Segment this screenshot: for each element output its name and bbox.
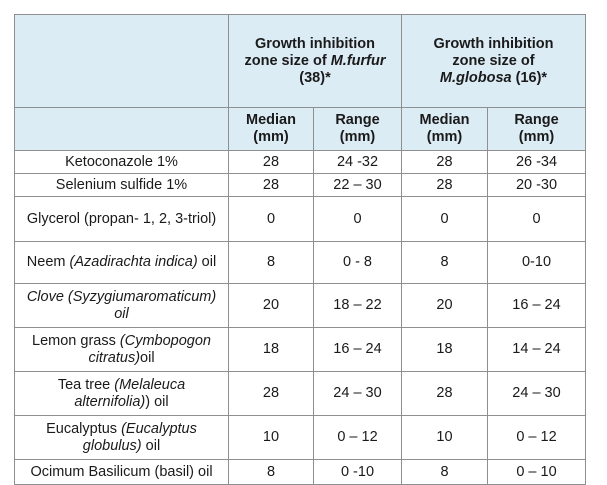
agent-cell: Ocimum Basilicum (basil) oil [14,459,229,485]
mf-range-cell: 16 – 24 [313,327,402,372]
mf-range-cell: 22 – 30 [313,173,402,197]
mg-range-cell: 24 – 30 [487,371,586,416]
mf-range-cell: 18 – 22 [313,283,402,328]
mg-median-cell: 18 [401,327,488,372]
mf-range-cell: 0 -10 [313,459,402,485]
header-row-subcolumns: Median (mm) Range (mm) Median (mm) Range (mm… [14,107,586,151]
mf-range-cell: 24 – 30 [313,371,402,416]
header-m-globosa-species: M.globosa [439,69,512,86]
agent-cell: Eucalyptus (Eucalyptus globulus) oil [14,415,229,460]
header-mg-range: Range (mm) [487,107,586,151]
header-mf-range: Range (mm) [313,107,402,151]
header-m-globosa: Growth inhibition zone size of M.globosa… [401,14,586,108]
header-corner-cell [14,14,229,108]
header-m-globosa-line1: Growth inhibition [433,35,554,52]
mf-range-cell: 24 -32 [313,150,402,174]
mf-range-cell: 0 – 12 [313,415,402,460]
table-row: Eucalyptus (Eucalyptus globulus) oil 10 … [14,415,586,460]
agent-cell: Clove (Syzygiumaromaticum) oil [14,283,229,328]
table-row: Neem (Azadirachta indica) oil 8 0 - 8 8 … [14,241,586,284]
mg-median-cell: 28 [401,173,488,197]
header-mf-median: Median (mm) [228,107,314,151]
mf-range-cell: 0 - 8 [313,241,402,284]
mg-range-cell: 20 -30 [487,173,586,197]
agent-cell: Neem (Azadirachta indica) oil [14,241,229,284]
mf-median-cell: 8 [228,241,314,284]
mg-median-cell: 20 [401,283,488,328]
mg-median-cell: 0 [401,196,488,242]
mf-median-cell: 0 [228,196,314,242]
agent-cell: Glycerol (propan- 1, 2, 3-triol) [14,196,229,242]
agent-cell: Ketoconazole 1% [14,150,229,174]
mg-range-cell: 0 – 12 [487,415,586,460]
header-m-furfur-line1: Growth inhibition [254,35,375,52]
table-wrapper: Growth inhibition zone size of M.furfur … [14,14,586,485]
header-m-furfur-line3: (38)* [299,69,331,86]
mf-median-cell: 28 [228,371,314,416]
header-subcorner-cell [14,107,229,151]
mg-range-cell: 0 – 10 [487,459,586,485]
table-row: Tea tree (Melaleuca alternifolia)) oil 2… [14,371,586,416]
header-m-furfur-line2-pre: zone size of [244,52,331,69]
table-row: Ocimum Basilicum (basil) oil 8 0 -10 8 0… [14,459,586,485]
agent-cell: Tea tree (Melaleuca alternifolia)) oil [14,371,229,416]
header-m-globosa-line3-post: (16)* [511,69,548,86]
mg-range-cell: 26 -34 [487,150,586,174]
table-row: Glycerol (propan- 1, 2, 3-triol) 0 0 0 0 [14,196,586,242]
mg-range-cell: 16 – 24 [487,283,586,328]
header-mg-median: Median (mm) [401,107,488,151]
header-row-groups: Growth inhibition zone size of M.furfur … [14,14,586,108]
header-m-furfur: Growth inhibition zone size of M.furfur … [228,14,402,108]
table-row: Selenium sulfide 1% 28 22 – 30 28 20 -30 [14,173,586,197]
mg-median-cell: 28 [401,150,488,174]
mf-median-cell: 10 [228,415,314,460]
mg-range-cell: 0 [487,196,586,242]
mg-median-cell: 8 [401,459,488,485]
table-row: Ketoconazole 1% 28 24 -32 28 26 -34 [14,150,586,174]
mf-median-cell: 8 [228,459,314,485]
agent-cell: Lemon grass (Cymbopogon citratus)oil [14,327,229,372]
mf-range-cell: 0 [313,196,402,242]
mg-range-cell: 0-10 [487,241,586,284]
mf-median-cell: 20 [228,283,314,328]
mg-median-cell: 10 [401,415,488,460]
mg-median-cell: 8 [401,241,488,284]
mg-median-cell: 28 [401,371,488,416]
table-row: Lemon grass (Cymbopogon citratus)oil 18 … [14,327,586,372]
inhibition-zone-table: Growth inhibition zone size of M.furfur … [14,14,586,485]
mf-median-cell: 28 [228,173,314,197]
mf-median-cell: 28 [228,150,314,174]
agent-cell: Selenium sulfide 1% [14,173,229,197]
mg-range-cell: 14 – 24 [487,327,586,372]
mf-median-cell: 18 [228,327,314,372]
header-m-globosa-line2: zone size of [452,52,535,69]
table-row: Clove (Syzygiumaromaticum) oil 20 18 – 2… [14,283,586,328]
header-m-furfur-species: M.furfur [330,52,386,69]
